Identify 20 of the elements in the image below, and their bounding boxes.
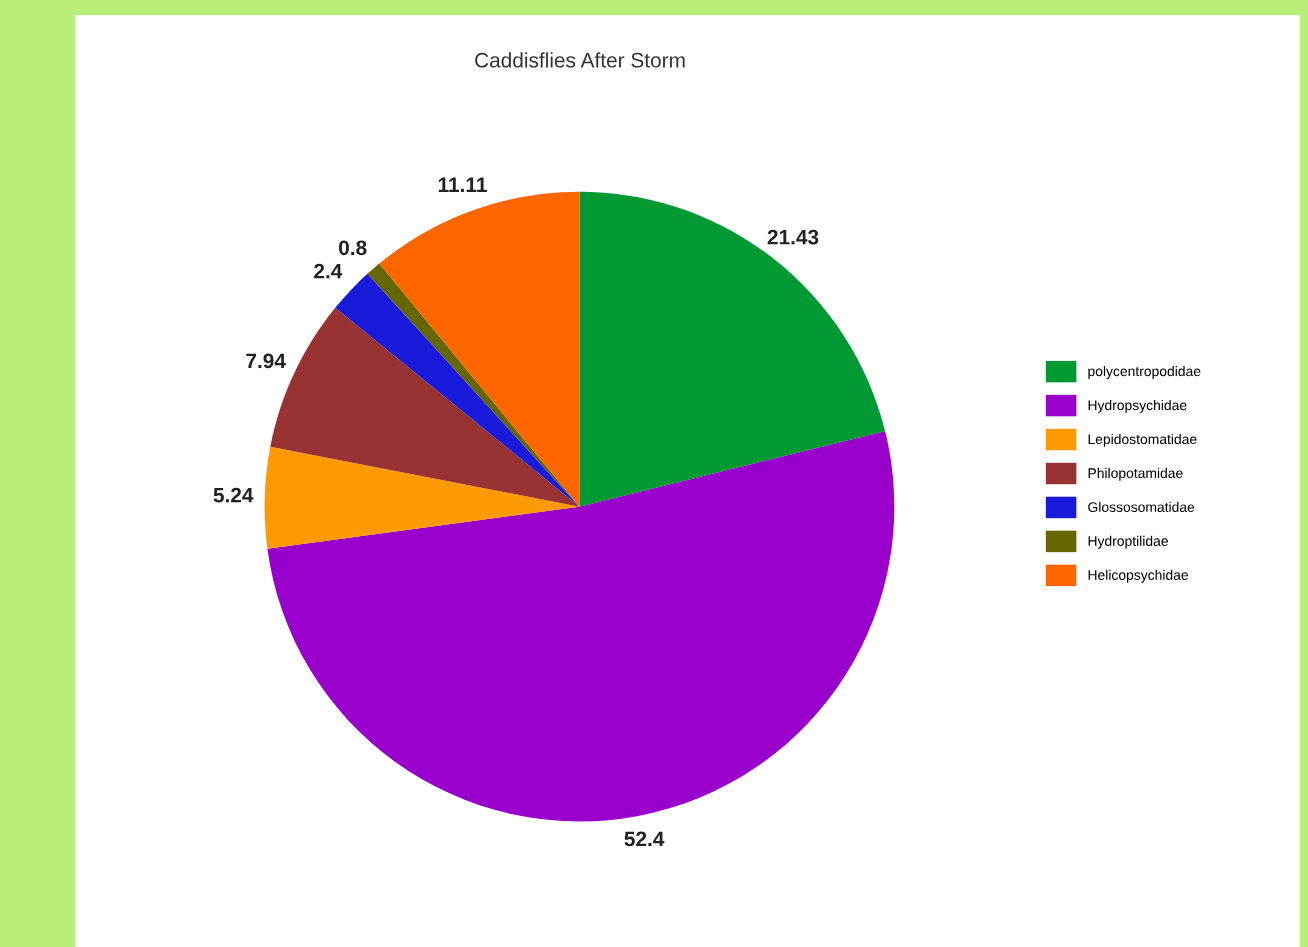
data-label: 0.8 xyxy=(339,240,367,256)
legend-label: Hydroptilidae xyxy=(1088,535,1168,549)
data-label: 21.43 xyxy=(767,229,819,245)
pie-slice xyxy=(367,263,580,507)
data-label: 7.94 xyxy=(246,353,286,369)
legend-label: Hydropsychidae xyxy=(1088,399,1187,413)
data-label: 11.11 xyxy=(438,177,487,192)
legend-label: Glossosomatidae xyxy=(1088,501,1195,512)
data-label: 2.4 xyxy=(314,263,343,279)
data-label: 52.4 xyxy=(624,831,665,847)
pie-slice xyxy=(379,191,580,507)
pie-slice xyxy=(267,431,895,822)
data-label: 5.24 xyxy=(213,487,254,503)
legend-label: Helicopsychidae xyxy=(1088,569,1188,583)
legend-label: polycentropodidae xyxy=(1088,365,1201,379)
pie-slice xyxy=(264,446,580,549)
pie-slice xyxy=(579,191,886,507)
legend-label: Lepidostomatidae xyxy=(1088,433,1197,447)
legend-label: Philopotamidae xyxy=(1088,467,1183,481)
chart-title: Caddisflies After Storm xyxy=(475,52,685,68)
